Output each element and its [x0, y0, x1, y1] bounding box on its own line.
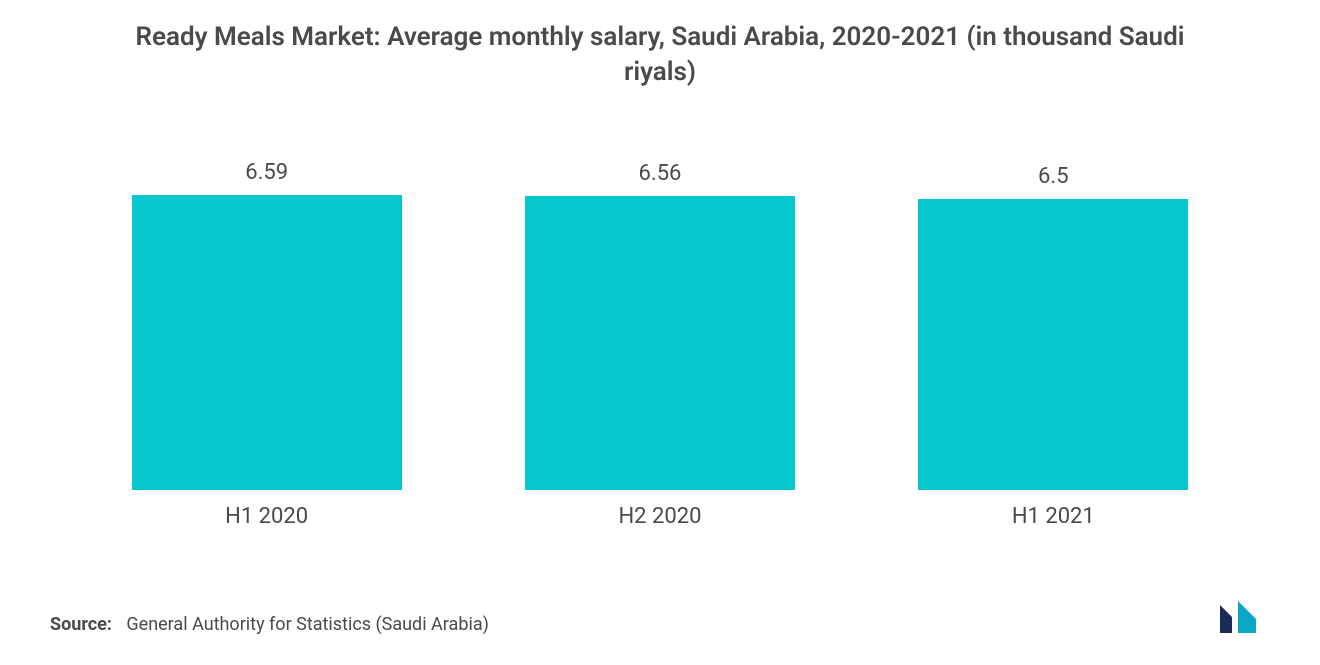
bar-group: 6.56 [464, 161, 857, 490]
bar [525, 196, 795, 490]
bar [132, 195, 402, 490]
source: Source: General Authority for Statistics… [50, 614, 489, 635]
x-axis-label: H1 2021 [857, 504, 1250, 529]
source-text: General Authority for Statistics (Saudi … [126, 614, 489, 635]
bar-value-label: 6.5 [1038, 164, 1069, 189]
brand-logo-icon [1218, 599, 1270, 635]
source-label: Source: [50, 614, 112, 635]
chart-container: Ready Meals Market: Average monthly sala… [0, 0, 1320, 665]
x-axis: H1 2020 H2 2020 H1 2021 [50, 504, 1270, 529]
chart-area: 6.59 6.56 6.5 H1 2020 H2 2020 H1 2021 [50, 130, 1270, 559]
chart-title: Ready Meals Market: Average monthly sala… [110, 20, 1210, 90]
bar-value-label: 6.56 [639, 161, 682, 186]
bars-row: 6.59 6.56 6.5 [50, 130, 1270, 490]
bar [918, 199, 1188, 490]
bar-group: 6.59 [70, 160, 463, 490]
bar-group: 6.5 [857, 164, 1250, 490]
x-axis-label: H1 2020 [70, 504, 463, 529]
bar-value-label: 6.59 [245, 160, 288, 185]
chart-footer: Source: General Authority for Statistics… [50, 559, 1270, 635]
x-axis-label: H2 2020 [464, 504, 857, 529]
